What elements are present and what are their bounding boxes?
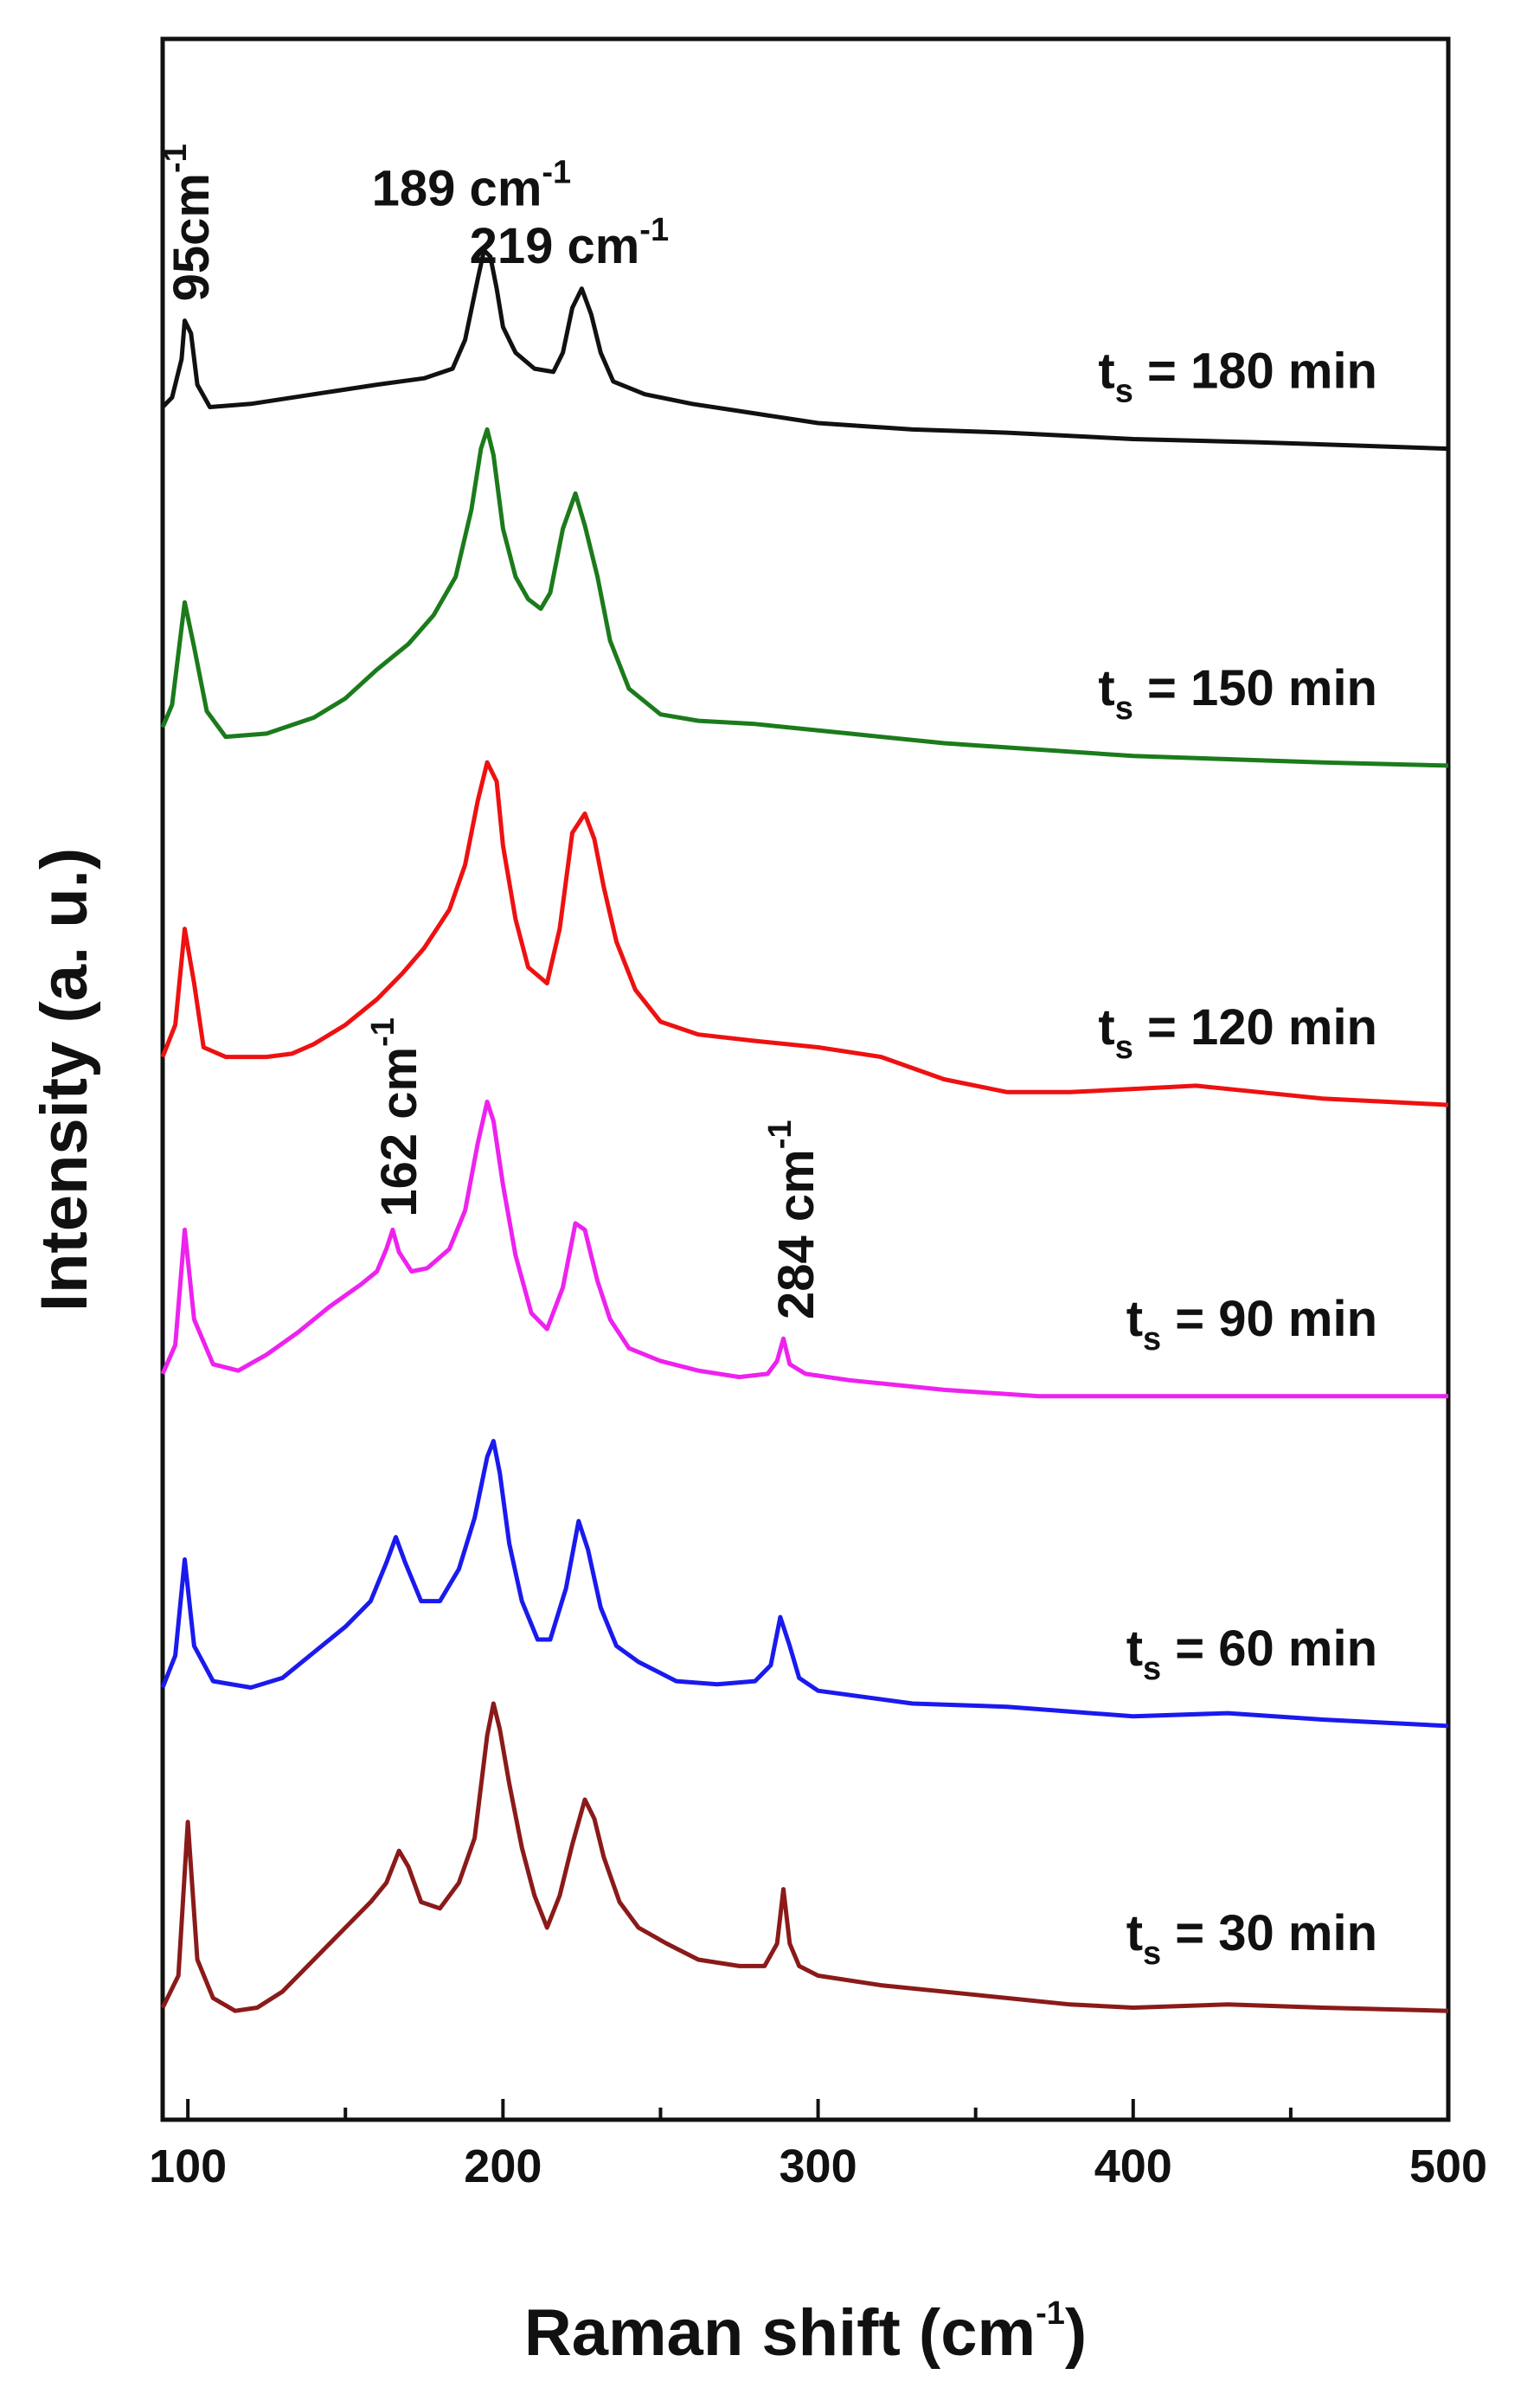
x-tick-label-400: 400 [1094,2140,1172,2192]
series-layer [160,247,1449,2013]
series-line-1 [160,1701,1449,2013]
x-tick-label-500: 500 [1409,2140,1487,2192]
series-line-5 [160,427,1449,768]
series-line-6 [161,247,1449,452]
peak-annotation-4: 162 cm-1 [365,1017,427,1217]
plot-frame [160,36,1451,2122]
series-labels: ts = 30 min ts = 60 min ts = 90 min ts = 12… [1098,343,1377,1973]
series-label-5: ts = 150 min [1098,660,1377,727]
peak-annotation-2: 189 cm-1 [372,154,572,216]
series-label-3: ts = 90 min [1126,1291,1377,1357]
series-line-2 [160,1439,1449,1729]
x-tick-label-100: 100 [149,2140,227,2192]
series-label-2: ts = 60 min [1126,1620,1377,1687]
series-label-1: ts = 30 min [1126,1905,1377,1972]
peak-annotation-5: 284 cm-1 [762,1120,825,1319]
x-axis-title: Raman shift (cm-1) [524,2295,1087,2370]
peak-annotation-3: 219 cm-1 [470,212,670,274]
series-label-4: ts = 120 min [1098,999,1377,1066]
x-tick-label-200: 200 [464,2140,542,2192]
series-line-4 [160,760,1449,1107]
x-tick-label-300: 300 [780,2140,857,2192]
peak-annotation-1: 95cm-1 [157,144,220,301]
x-ticks: 100 200 300 400 500 [149,2099,1487,2192]
series-label-6: ts = 180 min [1098,343,1377,410]
y-axis-title: Intensity (a. u.) [28,848,101,1312]
series-line-3 [160,1099,1448,1399]
